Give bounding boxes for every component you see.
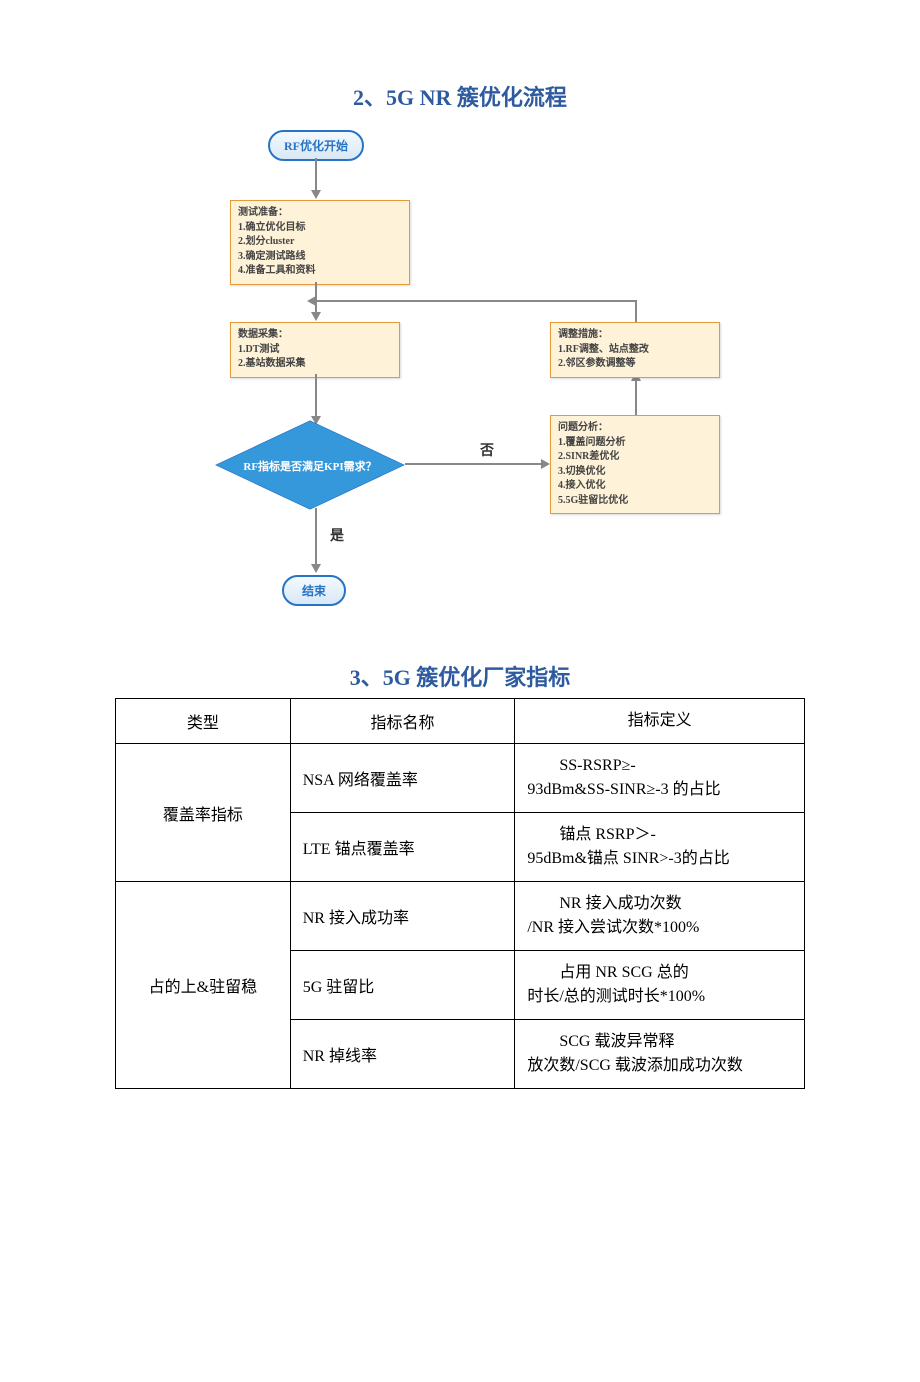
node-collect: 数据采集： 1.DT测试 2.基站数据采集	[230, 322, 400, 378]
cell-name: LTE 锚点覆盖率	[290, 813, 515, 882]
table-row: 覆盖率指标 NSA 网络覆盖率 SS-RSRP≥-93dBm&SS-SINR≥-…	[116, 744, 805, 813]
node-analyze: 问题分析： 1.覆盖问题分析 2.SINR差优化 3.切换优化 4.接入优化 5…	[550, 415, 720, 514]
table-title: 3、5G 簇优化厂家指标	[0, 660, 920, 692]
metrics-table: 类型 指标名称 指标定义 覆盖率指标 NSA 网络覆盖率 SS-RSRP≥-93…	[115, 698, 805, 1089]
cell-name: 5G 驻留比	[290, 951, 515, 1020]
col-header-name: 指标名称	[290, 699, 515, 744]
cell-type: 覆盖率指标	[116, 744, 291, 882]
cell-def: SS-RSRP≥-93dBm&SS-SINR≥-3 的占比	[515, 744, 805, 813]
node-decision: RF指标是否满足KPI需求？	[215, 420, 405, 510]
table-row: 占的上&驻留稳 NR 接入成功率 NR 接入成功次数/NR 接入尝试次数*100…	[116, 882, 805, 951]
node-end: 结束	[282, 575, 346, 606]
edge-label-yes: 是	[330, 525, 344, 545]
node-prep: 测试准备： 1.确立优化目标 2.划分cluster 3.确定测试路线 4.准备…	[230, 200, 410, 285]
flowchart: RF优化开始 测试准备： 1.确立优化目标 2.划分cluster 3.确定测试…	[200, 130, 800, 640]
flow-title: 2、5G NR 簇优化流程	[0, 80, 920, 112]
cell-name: NR 接入成功率	[290, 882, 515, 951]
col-header-type: 类型	[116, 699, 291, 744]
cell-def: NR 接入成功次数/NR 接入尝试次数*100%	[515, 882, 805, 951]
table-header-row: 类型 指标名称 指标定义	[116, 699, 805, 744]
cell-def: 占用 NR SCG 总的时长/总的测试时长*100%	[515, 951, 805, 1020]
cell-def: 锚点 RSRP＞-95dBm&锚点 SINR>-3的占比	[515, 813, 805, 882]
cell-type: 占的上&驻留稳	[116, 882, 291, 1089]
cell-name: NR 掉线率	[290, 1020, 515, 1089]
edge-label-no: 否	[480, 440, 494, 460]
cell-def: SCG 载波异常释放次数/SCG 载波添加成功次数	[515, 1020, 805, 1089]
node-start: RF优化开始	[268, 130, 364, 161]
cell-name: NSA 网络覆盖率	[290, 744, 515, 813]
col-header-def: 指标定义	[515, 699, 805, 744]
node-adjust: 调整措施： 1.RF调整、站点整改 2.邻区参数调整等	[550, 322, 720, 378]
